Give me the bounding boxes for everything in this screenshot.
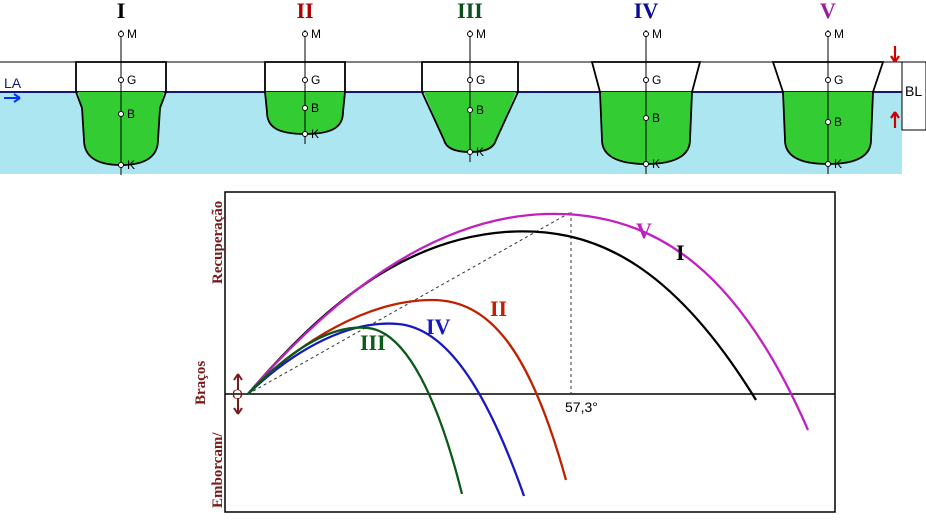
hull-V-label: V: [820, 0, 836, 23]
curve-IV-label: IV: [426, 314, 451, 339]
bl-label: BL: [905, 83, 922, 99]
hull-III-pt-B: [468, 108, 473, 113]
hull-IV-pt-K-label: K: [652, 157, 660, 171]
angle-label: 57,3°: [565, 399, 598, 415]
hull-III-pt-B-label: B: [476, 103, 484, 117]
curve-V-label: V: [636, 218, 652, 243]
hull-V-pt-K-label: K: [834, 157, 842, 171]
hull-V-pt-B: [826, 120, 831, 125]
hull-II-pt-K-label: K: [311, 127, 319, 141]
hull-V-pt-M-label: M: [834, 27, 844, 41]
hull-IV-pt-M-label: M: [652, 27, 662, 41]
hull-II-pt-K: [303, 132, 308, 137]
hull-I-label: I: [117, 0, 126, 23]
hull-IV: IV M G B K: [592, 0, 700, 174]
hull-III-pt-G: [468, 78, 473, 83]
hull-III-pt-K-label: K: [476, 145, 484, 159]
hull-V-pt-G-label: G: [834, 73, 843, 87]
red-arrow-down-icon: [891, 46, 899, 62]
hull-I-pt-K: [119, 163, 124, 168]
hull-IV-pt-G-label: G: [652, 73, 661, 87]
hull-III-label: III: [457, 0, 483, 23]
hull-II: II M GBK: [265, 0, 345, 144]
curve-I-label: I: [676, 240, 685, 265]
hull-I-pt-M-label: M: [127, 27, 137, 41]
hull-II-pt-M: [303, 32, 308, 37]
hull-IV-pt-K: [644, 162, 649, 167]
ylabel-bracos: Braços: [193, 361, 209, 405]
hull-V-pt-B-label: B: [834, 115, 842, 129]
hull-V-pt-G: [826, 78, 831, 83]
chart-box: [225, 192, 835, 512]
hull-II-pt-G-label: G: [311, 73, 320, 87]
curve-II-label: II: [490, 296, 507, 321]
hull-IV-pt-B-label: B: [652, 111, 660, 125]
hull-II-pt-M-label: M: [311, 27, 321, 41]
hull-IV-label: IV: [634, 0, 659, 23]
hull-I-pt-M: [119, 32, 124, 37]
hull-I-pt-B: [119, 112, 124, 117]
ylabel-recuperacao: Recuperação: [210, 201, 226, 284]
hull-II-pt-G: [303, 78, 308, 83]
hull-IV-pt-B: [644, 116, 649, 121]
hull-I-pt-K-label: K: [127, 158, 135, 172]
hull-III-pt-K: [468, 150, 473, 155]
hull-II-label: II: [296, 0, 313, 23]
hull-III-pt-G-label: G: [476, 73, 485, 87]
hull-IV-pt-M: [644, 32, 649, 37]
hull-V-pt-M: [826, 32, 831, 37]
hull-III-pt-M-label: M: [476, 27, 486, 41]
hull-II-pt-B: [303, 106, 308, 111]
hull-V-pt-K: [826, 162, 831, 167]
hull-I-pt-B-label: B: [127, 107, 135, 121]
ylabel-emborcam: Emborcam/: [210, 432, 226, 508]
hull-III-pt-M: [468, 32, 473, 37]
hull-I: IM G B K: [76, 0, 166, 175]
hull-V: VM G B K: [773, 0, 883, 174]
hull-I-pt-G: [119, 78, 124, 83]
la-label: LA: [4, 75, 22, 91]
curve-III-label: III: [360, 330, 386, 355]
hull-II-pt-B-label: B: [311, 101, 319, 115]
hull-IV-pt-G: [644, 78, 649, 83]
hull-I-pt-G-label: G: [127, 73, 136, 87]
